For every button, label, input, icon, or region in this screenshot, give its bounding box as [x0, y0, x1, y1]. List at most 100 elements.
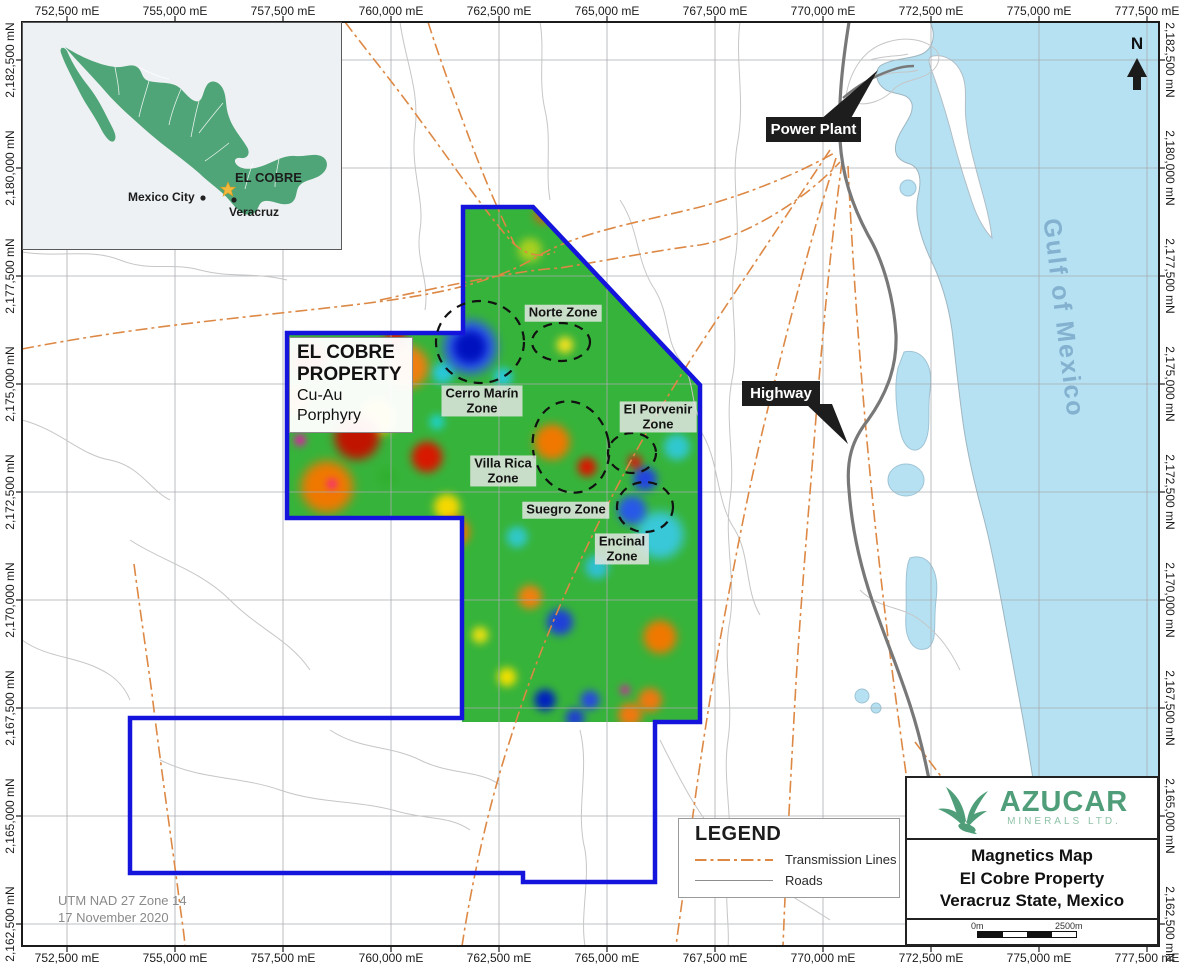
map-title: Magnetics Map El Cobre Property Veracruz…	[907, 840, 1157, 920]
legend-row-transmission: Transmission Lines	[695, 852, 899, 867]
company-name: AZUCAR	[999, 785, 1129, 818]
north-arrow-label: N	[1130, 34, 1144, 53]
highway-callout: Highway	[742, 381, 820, 406]
axis-label: 2,180,000 mN	[3, 130, 17, 206]
axis-label: 2,165,000 mN	[1163, 778, 1177, 854]
axis-label: 770,000 mE	[790, 4, 856, 18]
legend-row-roads: Roads	[695, 873, 899, 888]
coastal-peninsula	[928, 55, 993, 240]
axis-label: 2,165,000 mN	[3, 778, 17, 854]
axis-label: 772,500 mE	[898, 4, 964, 18]
map-title-line3: Veracruz State, Mexico	[939, 891, 1125, 911]
zone-label-encinal: Encinal Zone	[594, 533, 650, 565]
property-title-box: EL COBRE PROPERTY Cu-Au Porphyry	[289, 337, 413, 433]
axis-label: 2,167,500 mN	[1163, 670, 1177, 746]
company-logo: AZUCAR MINERALS LTD.	[907, 778, 1157, 840]
property-title-line2: PROPERTY	[297, 363, 402, 385]
axis-label: 2,172,500 mN	[1163, 454, 1177, 530]
axis-label: 2,175,000 mN	[1163, 346, 1177, 422]
inset-el-cobre-label: EL COBRE	[235, 170, 302, 185]
map-footnote: UTM NAD 27 Zone 14 17 November 2020	[58, 893, 187, 927]
scale-bar-section: 0m 2500m	[907, 920, 1157, 944]
property-subtitle: Cu-Au Porphyry	[297, 386, 362, 424]
veracruz-dot	[231, 197, 237, 203]
axis-label: 777,500 mE	[1114, 4, 1180, 18]
axis-label: 770,000 mE	[790, 951, 856, 965]
axis-label: 2,175,000 mN	[3, 346, 17, 422]
legend-roads-label: Roads	[785, 873, 823, 888]
scale-bar	[977, 931, 1077, 938]
axis-label: 2,167,500 mN	[3, 670, 17, 746]
axis-label: 772,500 mE	[898, 951, 964, 965]
axis-label: 755,000 mE	[142, 951, 208, 965]
sugarcane-icon	[937, 787, 988, 834]
company-subname: MINERALS LTD.	[1007, 816, 1121, 828]
zone-label-suegro: Suegro Zone	[522, 501, 610, 519]
transmission-line-swatch-icon	[695, 858, 773, 861]
scale-segment	[1027, 932, 1052, 937]
title-block: AZUCAR MINERALS LTD. Magnetics Map El Co…	[905, 776, 1159, 946]
zone-ellipses	[434, 299, 675, 534]
power-plant-arrow	[820, 70, 878, 120]
el-porvenir-ellipse	[606, 431, 658, 475]
state-borders	[114, 66, 280, 190]
norte-ellipse	[530, 321, 592, 363]
lagoons	[854, 179, 938, 714]
map-title-line1: Magnetics Map	[971, 845, 1093, 865]
legend-transmission-label: Transmission Lines	[785, 852, 897, 867]
axis-label: 757,500 mE	[250, 951, 316, 965]
mexico-city-dot	[200, 195, 206, 201]
map-frame	[21, 21, 1160, 947]
axis-label: 2,170,000 mN	[3, 562, 17, 638]
inset-map-mexico: EL COBRE Mexico City Veracruz	[22, 22, 342, 250]
footnote-projection: UTM NAD 27 Zone 14	[58, 893, 187, 908]
el-cobre-star-icon	[219, 181, 237, 197]
axis-label: 760,000 mE	[358, 4, 424, 18]
zone-label-villa-rica: Villa Rica Zone	[470, 455, 536, 487]
axis-label: 2,180,000 mN	[1163, 130, 1177, 206]
axis-label: 2,182,500 mN	[1163, 22, 1177, 98]
scale-start-label: 0m	[971, 921, 984, 931]
mexico-silhouette	[60, 47, 327, 215]
axis-label: 765,000 mE	[574, 951, 640, 965]
axis-label: 767,500 mE	[682, 4, 748, 18]
zone-label-norte: Norte Zone	[524, 304, 602, 322]
axis-label: 2,170,000 mN	[1163, 562, 1177, 638]
scale-segment	[1051, 932, 1076, 937]
scale-end-label: 2500m	[1055, 921, 1083, 931]
axis-label: 2,182,500 mN	[3, 22, 17, 98]
scale-segment	[978, 932, 1003, 937]
highway-arrow	[806, 404, 848, 444]
axis-label: 757,500 mE	[250, 4, 316, 18]
axis-label: 765,000 mE	[574, 4, 640, 18]
road-swatch-icon	[695, 880, 773, 881]
axis-label: 767,500 mE	[682, 951, 748, 965]
legend-box: LEGEND Transmission Lines Roads	[678, 818, 900, 898]
encinal-ellipse	[615, 480, 675, 534]
axis-label: 775,000 mE	[1006, 4, 1072, 18]
inset-mexico-city-label: Mexico City	[128, 190, 195, 204]
map-title-line2: El Cobre Property	[959, 868, 1105, 888]
axis-label: 762,500 mE	[466, 4, 532, 18]
axis-label: 2,177,500 mN	[1163, 238, 1177, 314]
axis-label: 762,500 mE	[466, 951, 532, 965]
scale-segment	[1002, 932, 1027, 937]
axis-label: 775,000 mE	[1006, 951, 1072, 965]
inset-veracruz-label: Veracruz	[229, 205, 280, 219]
axis-label: 2,162,500 mN	[1163, 886, 1177, 962]
axis-label: 755,000 mE	[142, 4, 208, 18]
villa-rica-ellipse	[531, 400, 611, 494]
highway-line	[837, 21, 947, 947]
zone-label-cerro-marin: Cerro Marín Zone	[441, 385, 523, 417]
zone-label-el-porvenir: El Porvenir Zone	[619, 401, 697, 433]
axis-label: 2,162,500 mN	[3, 886, 17, 962]
north-arrow-icon	[1127, 58, 1147, 90]
cerro-marin-ellipse	[434, 299, 526, 385]
legend-title: LEGEND	[695, 823, 782, 845]
property-title-line1: EL COBRE	[297, 342, 395, 363]
property-outline	[127, 204, 703, 885]
axis-label: 752,500 mE	[34, 951, 100, 965]
footnote-date: 17 November 2020	[58, 909, 169, 925]
axis-label: 752,500 mE	[34, 4, 100, 18]
